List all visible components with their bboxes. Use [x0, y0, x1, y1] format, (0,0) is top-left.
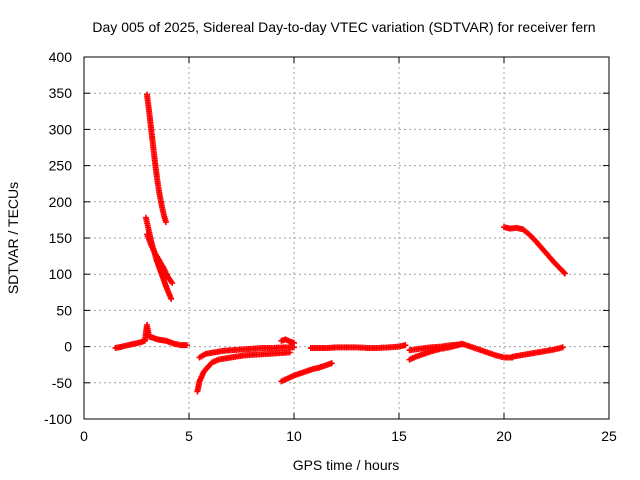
- data-point: [286, 349, 293, 356]
- axis-ticks: 0 5 10 15 20 25 -100 -50 0 50 100 150 200 250 300 350 40…: [44, 49, 617, 444]
- data-point: [559, 344, 566, 351]
- y-tick-label: 0: [64, 339, 72, 355]
- y-tick-label: 300: [49, 121, 73, 137]
- x-tick-label: 20: [496, 428, 512, 444]
- data-marks: [112, 91, 568, 395]
- data-point: [459, 341, 465, 348]
- series-track-07: [278, 360, 335, 385]
- series-track-09: [307, 342, 409, 352]
- series-track-04: [112, 321, 190, 352]
- data-point: [561, 270, 568, 277]
- data-point: [183, 342, 190, 349]
- series-track-13: [501, 224, 568, 277]
- data-point: [169, 279, 176, 286]
- series-track-03: [144, 231, 176, 286]
- data-point: [328, 360, 335, 367]
- y-tick-label: 350: [49, 85, 73, 101]
- x-tick-label: 15: [391, 428, 407, 444]
- data-point: [560, 269, 567, 276]
- y-tick-label: 400: [49, 49, 73, 65]
- data-point: [291, 339, 297, 346]
- series-track-06: [196, 344, 297, 361]
- x-tick-label: 25: [601, 428, 617, 444]
- x-axis-label: GPS time / hours: [293, 457, 400, 473]
- y-tick-label: -100: [44, 411, 72, 427]
- y-tick-label: 100: [49, 266, 73, 282]
- series-track-05: [194, 349, 293, 395]
- y-tick-label: -50: [52, 375, 72, 391]
- series-track-01: [144, 91, 169, 226]
- x-tick-label: 0: [80, 428, 88, 444]
- y-tick-label: 50: [56, 302, 72, 318]
- y-axis-label: SDTVAR / TECUs: [5, 182, 21, 294]
- y-tick-label: 150: [49, 230, 73, 246]
- data-point: [402, 342, 409, 349]
- series-track-08: [278, 336, 297, 346]
- series-track-12: [509, 344, 566, 360]
- series-track-11: [406, 341, 465, 354]
- data-point: [168, 295, 175, 302]
- x-tick-label: 5: [185, 428, 193, 444]
- data-point: [162, 219, 169, 226]
- x-tick-label: 10: [286, 428, 302, 444]
- chart-title: Day 005 of 2025, Sidereal Day-to-day VTE…: [92, 19, 595, 35]
- y-tick-label: 200: [49, 194, 73, 210]
- y-tick-label: 250: [49, 158, 73, 174]
